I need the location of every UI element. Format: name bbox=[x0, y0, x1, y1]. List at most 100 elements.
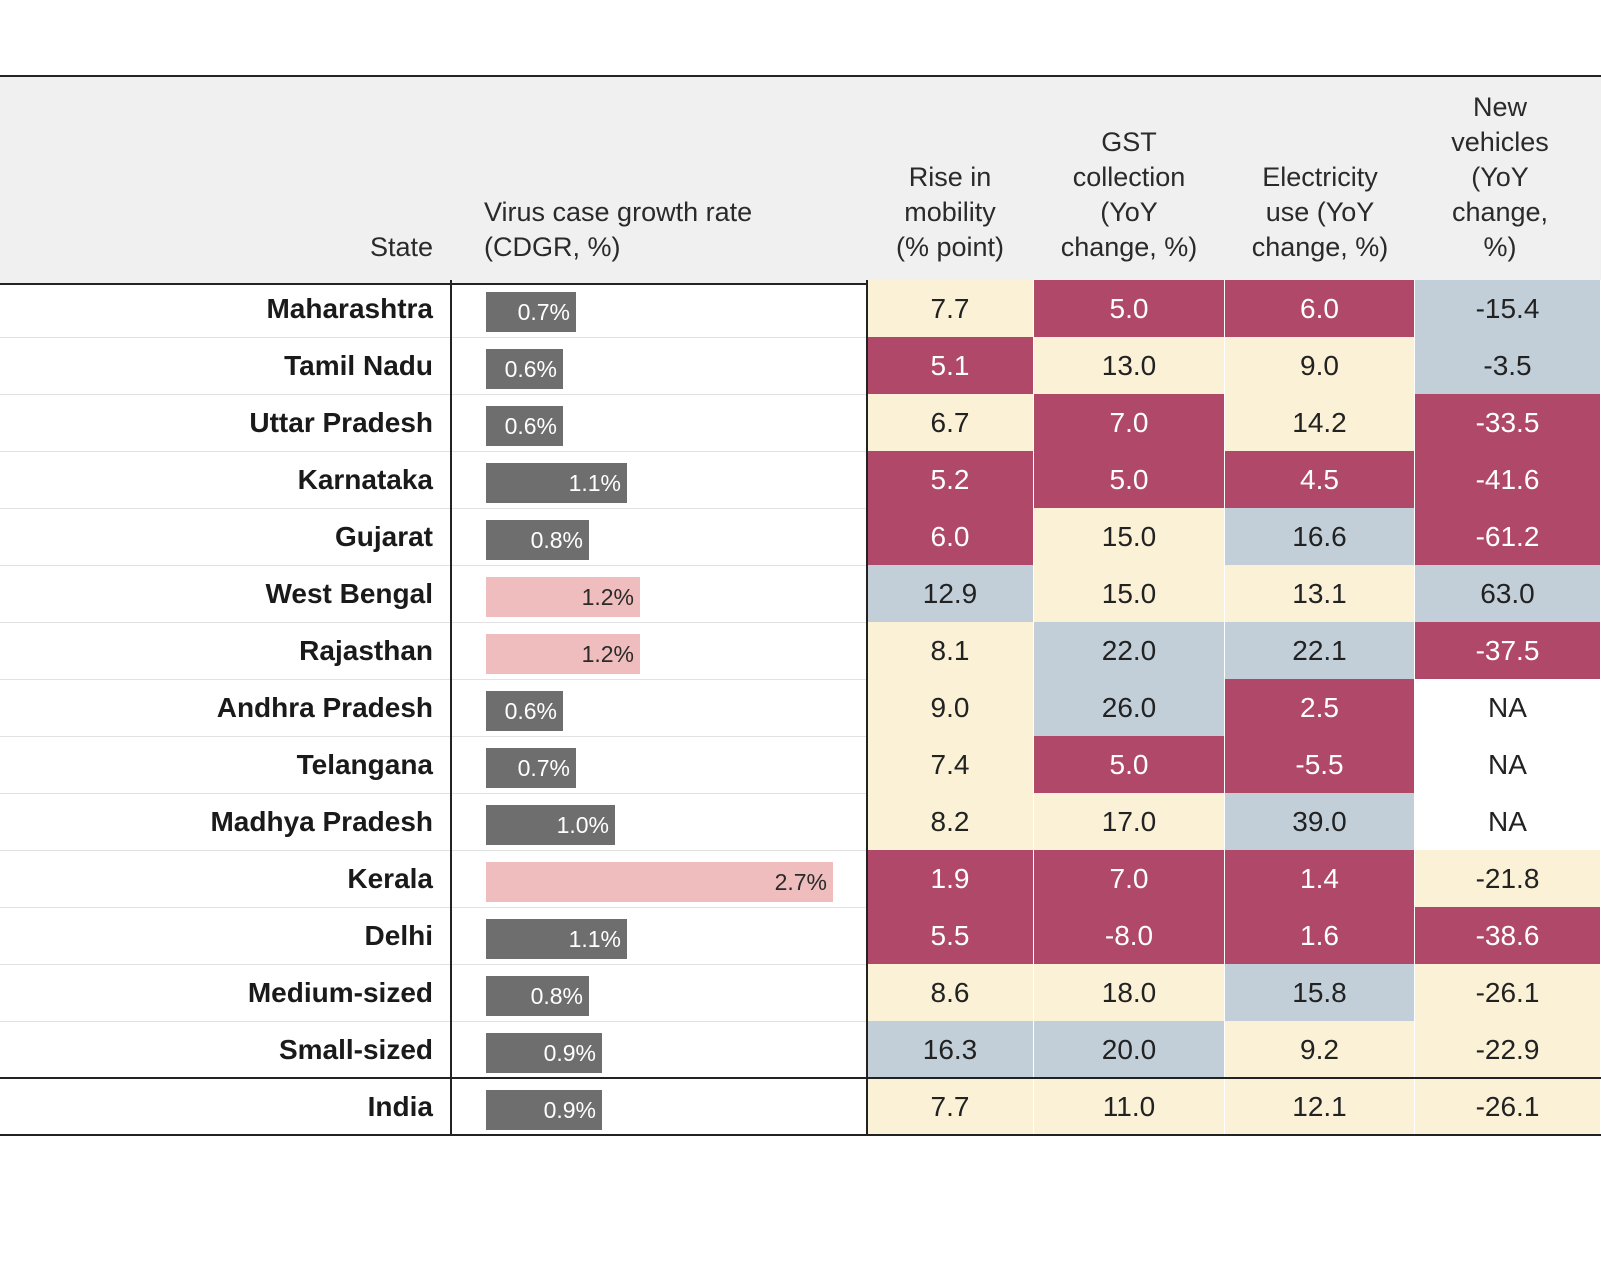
electricity-cell: 9.2 bbox=[1225, 1021, 1415, 1079]
state-column-rule bbox=[450, 280, 452, 1135]
state-label: Telangana bbox=[296, 749, 433, 780]
vehicles-cell: 63.0 bbox=[1415, 565, 1601, 623]
cdgr-bar-label: 2.7% bbox=[774, 869, 827, 895]
total-row: India 0.9% 7.7 11.0 12.1 -26.1 bbox=[0, 1078, 1601, 1136]
cdgr-bar: 0.9% bbox=[486, 1090, 602, 1130]
vehicles-cell: -33.5 bbox=[1415, 394, 1601, 452]
vehicles-cell: -22.9 bbox=[1415, 1021, 1601, 1079]
cdgr-bar: 0.6% bbox=[486, 406, 563, 446]
state-label: Gujarat bbox=[334, 521, 433, 552]
gst-cell: 13.0 bbox=[1034, 337, 1225, 395]
vehicles-cell: NA bbox=[1415, 793, 1601, 851]
vehicles-cell: -26.1 bbox=[1415, 1078, 1601, 1136]
gst-cell: 22.0 bbox=[1034, 622, 1225, 680]
electricity-cell: 12.1 bbox=[1225, 1078, 1415, 1136]
state-label: India bbox=[367, 1091, 433, 1122]
cdgr-bar-label: 0.8% bbox=[530, 983, 583, 1009]
mobility-cell: 9.0 bbox=[867, 679, 1034, 737]
cdgr-bar-label: 0.7% bbox=[517, 299, 570, 325]
cdgr-bar-label: 1.2% bbox=[581, 584, 634, 610]
state-label: Delhi bbox=[364, 920, 433, 951]
cdgr-bar: 1.1% bbox=[486, 463, 627, 503]
vehicles-cell: NA bbox=[1415, 736, 1601, 794]
electricity-cell: 14.2 bbox=[1225, 394, 1415, 452]
mobility-cell: 7.7 bbox=[867, 1078, 1034, 1136]
table-row: Andhra Pradesh 0.6% 9.0 26.0 2.5 NA bbox=[0, 679, 1601, 737]
cdgr-bar-label: 1.0% bbox=[556, 812, 609, 838]
cdgr-bar-label: 0.9% bbox=[543, 1097, 596, 1123]
cdgr-bar: 1.1% bbox=[486, 919, 627, 959]
table-row: Gujarat 0.8% 6.0 15.0 16.6 -61.2 bbox=[0, 508, 1601, 566]
mobility-cell: 6.7 bbox=[867, 394, 1034, 452]
electricity-cell: 16.6 bbox=[1225, 508, 1415, 566]
electricity-cell: 22.1 bbox=[1225, 622, 1415, 680]
cdgr-column-rule bbox=[866, 280, 868, 1135]
cdgr-bar: 1.2% bbox=[486, 634, 640, 674]
row-separator bbox=[0, 394, 867, 395]
data-table: State Virus case growth rate (CDGR, %) R… bbox=[0, 75, 1601, 1160]
table-row: Kerala 2.7% 1.9 7.0 1.4 -21.8 bbox=[0, 850, 1601, 908]
mobility-cell: 7.4 bbox=[867, 736, 1034, 794]
vehicles-cell: -61.2 bbox=[1415, 508, 1601, 566]
row-separator bbox=[0, 451, 867, 452]
gst-cell: 7.0 bbox=[1034, 850, 1225, 908]
vehicles-cell: -41.6 bbox=[1415, 451, 1601, 509]
header-state: State bbox=[369, 232, 433, 262]
gst-cell: 5.0 bbox=[1034, 451, 1225, 509]
mobility-cell: 5.5 bbox=[867, 907, 1034, 965]
row-separator bbox=[0, 850, 867, 851]
cdgr-bar: 1.2% bbox=[486, 577, 640, 617]
total-divider bbox=[0, 1077, 1601, 1079]
state-label: Medium-sized bbox=[247, 977, 433, 1008]
header-mobility: Rise in mobility (% point) bbox=[895, 162, 1005, 262]
cdgr-bar: 0.7% bbox=[486, 748, 576, 788]
cdgr-bar-label: 1.1% bbox=[568, 470, 621, 496]
gst-cell: -8.0 bbox=[1034, 907, 1225, 965]
row-separator bbox=[0, 337, 867, 338]
cdgr-bar: 0.8% bbox=[486, 520, 589, 560]
cdgr-bar: 0.6% bbox=[486, 349, 563, 389]
cdgr-bar-label: 1.1% bbox=[568, 926, 621, 952]
electricity-cell: -5.5 bbox=[1225, 736, 1415, 794]
table-row: Madhya Pradesh 1.0% 8.2 17.0 39.0 NA bbox=[0, 793, 1601, 851]
electricity-cell: 6.0 bbox=[1225, 280, 1415, 338]
table-row: Maharashtra 0.7% 7.7 5.0 6.0 -15.4 bbox=[0, 280, 1601, 338]
cdgr-bar-label: 0.8% bbox=[530, 527, 583, 553]
table-row: Delhi 1.1% 5.5 -8.0 1.6 -38.6 bbox=[0, 907, 1601, 965]
table-row: Karnataka 1.1% 5.2 5.0 4.5 -41.6 bbox=[0, 451, 1601, 509]
table-row: Tamil Nadu 0.6% 5.1 13.0 9.0 -3.5 bbox=[0, 337, 1601, 395]
mobility-cell: 5.2 bbox=[867, 451, 1034, 509]
gst-cell: 17.0 bbox=[1034, 793, 1225, 851]
row-separator bbox=[0, 964, 867, 965]
vehicles-cell: -37.5 bbox=[1415, 622, 1601, 680]
electricity-cell: 1.6 bbox=[1225, 907, 1415, 965]
state-label: Maharashtra bbox=[266, 293, 433, 324]
row-separator bbox=[0, 736, 867, 737]
mobility-cell: 5.1 bbox=[867, 337, 1034, 395]
state-label: Madhya Pradesh bbox=[210, 806, 433, 837]
electricity-cell: 9.0 bbox=[1225, 337, 1415, 395]
mobility-cell: 16.3 bbox=[867, 1021, 1034, 1079]
electricity-cell: 15.8 bbox=[1225, 964, 1415, 1022]
state-label: Uttar Pradesh bbox=[249, 407, 433, 438]
gst-cell: 5.0 bbox=[1034, 736, 1225, 794]
table-row: Uttar Pradesh 0.6% 6.7 7.0 14.2 -33.5 bbox=[0, 394, 1601, 452]
vehicles-cell: -15.4 bbox=[1415, 280, 1601, 338]
table-row: Small-sized 0.9% 16.3 20.0 9.2 -22.9 bbox=[0, 1021, 1601, 1079]
electricity-cell: 13.1 bbox=[1225, 565, 1415, 623]
gst-cell: 15.0 bbox=[1034, 508, 1225, 566]
state-label: Karnataka bbox=[297, 464, 433, 495]
vehicles-cell: -26.1 bbox=[1415, 964, 1601, 1022]
state-label: Kerala bbox=[347, 863, 433, 894]
cdgr-bar: 1.0% bbox=[486, 805, 615, 845]
mobility-cell: 12.9 bbox=[867, 565, 1034, 623]
vehicles-cell: -3.5 bbox=[1415, 337, 1601, 395]
row-separator bbox=[0, 1021, 867, 1022]
mobility-cell: 1.9 bbox=[867, 850, 1034, 908]
cdgr-bar-label: 1.2% bbox=[581, 641, 634, 667]
mobility-cell: 8.2 bbox=[867, 793, 1034, 851]
row-separator bbox=[0, 793, 867, 794]
state-label: Andhra Pradesh bbox=[216, 692, 433, 723]
table-header: State Virus case growth rate (CDGR, %) R… bbox=[0, 75, 1601, 285]
cdgr-bar-label: 0.9% bbox=[543, 1040, 596, 1066]
